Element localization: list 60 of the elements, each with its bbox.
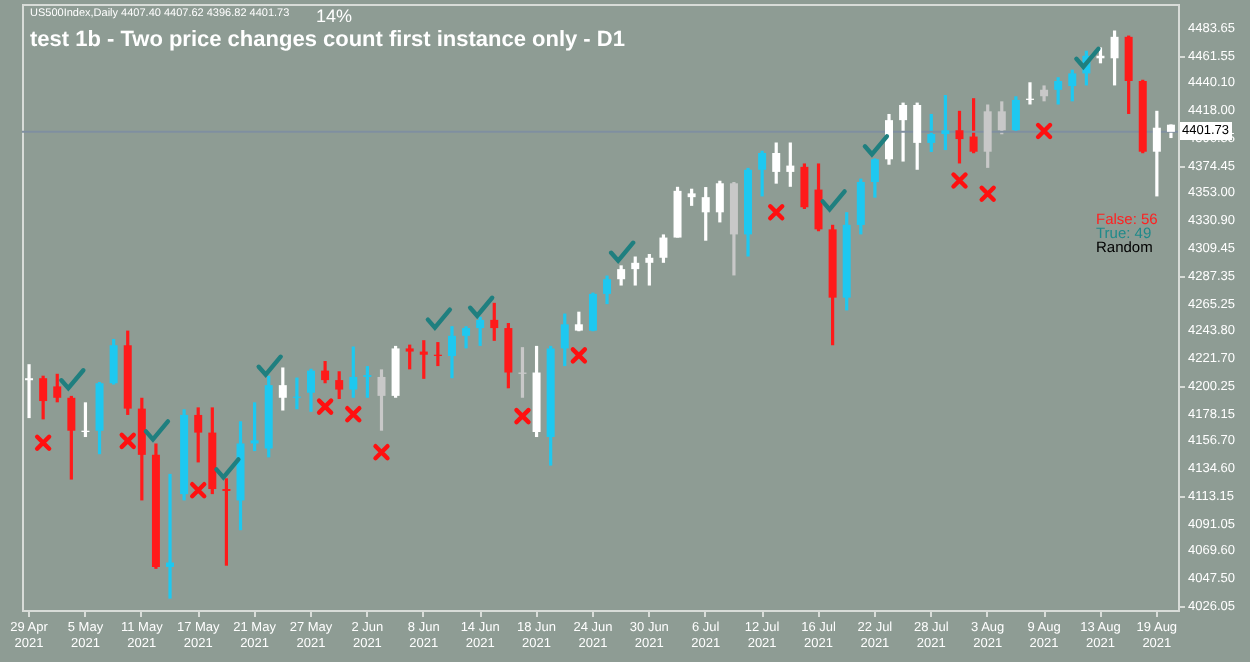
candlestick bbox=[927, 112, 936, 154]
candlestick bbox=[307, 367, 315, 414]
candlestick bbox=[955, 109, 964, 166]
annotation: 14% bbox=[316, 6, 353, 26]
candlestick bbox=[109, 337, 118, 387]
candlestick bbox=[758, 149, 767, 198]
candlestick bbox=[1110, 28, 1119, 88]
candlestick bbox=[617, 263, 626, 288]
candlestick bbox=[335, 369, 344, 401]
candlestick bbox=[715, 179, 724, 225]
candlestick bbox=[1124, 33, 1133, 116]
candlestick bbox=[405, 343, 414, 371]
candlestick bbox=[419, 338, 428, 381]
candlestick bbox=[983, 102, 992, 170]
text: test 1b - Two price changes count first instance only - D1 bbox=[30, 28, 625, 52]
candlestick bbox=[1152, 109, 1161, 198]
candlestick bbox=[166, 472, 175, 601]
candlestick bbox=[137, 396, 146, 503]
candlestick bbox=[631, 254, 640, 288]
candlestick bbox=[447, 324, 456, 380]
candlestick bbox=[39, 374, 48, 421]
candlestick bbox=[278, 365, 287, 413]
candlestick bbox=[1054, 75, 1063, 107]
candlestick bbox=[870, 156, 879, 200]
candlestick bbox=[913, 101, 922, 172]
candlestick bbox=[250, 400, 259, 453]
candlestick bbox=[941, 93, 950, 152]
candlestick bbox=[363, 364, 372, 400]
candlestick bbox=[856, 177, 865, 237]
candlestick bbox=[588, 291, 597, 333]
candlestick bbox=[1068, 68, 1077, 103]
candlestick bbox=[786, 140, 795, 189]
candlestick bbox=[1011, 94, 1020, 134]
candlestick bbox=[673, 185, 682, 240]
candlestick bbox=[391, 344, 400, 400]
candlestick bbox=[560, 311, 569, 368]
candlestick bbox=[603, 273, 612, 306]
candlestick bbox=[997, 99, 1006, 136]
candlestick bbox=[67, 394, 76, 482]
candlestick bbox=[377, 367, 386, 433]
candlestick bbox=[95, 380, 104, 456]
candlestick bbox=[462, 324, 471, 351]
candlestick bbox=[885, 112, 893, 167]
candlestick bbox=[222, 476, 231, 568]
candlestick bbox=[349, 344, 358, 400]
candlestick bbox=[645, 252, 654, 288]
candlestick bbox=[772, 140, 781, 186]
candlestick bbox=[899, 101, 908, 164]
candlestick bbox=[800, 161, 809, 211]
candlestick bbox=[194, 405, 203, 465]
candlestick bbox=[490, 301, 499, 343]
candlestick bbox=[53, 372, 62, 404]
candlestick bbox=[476, 315, 485, 348]
candlestick bbox=[504, 321, 513, 390]
candlestick bbox=[25, 362, 34, 420]
candlestick bbox=[321, 359, 330, 385]
candlestick bbox=[969, 96, 978, 155]
candlestick bbox=[814, 161, 823, 233]
candlestick bbox=[659, 232, 668, 265]
candlestick bbox=[701, 185, 710, 243]
